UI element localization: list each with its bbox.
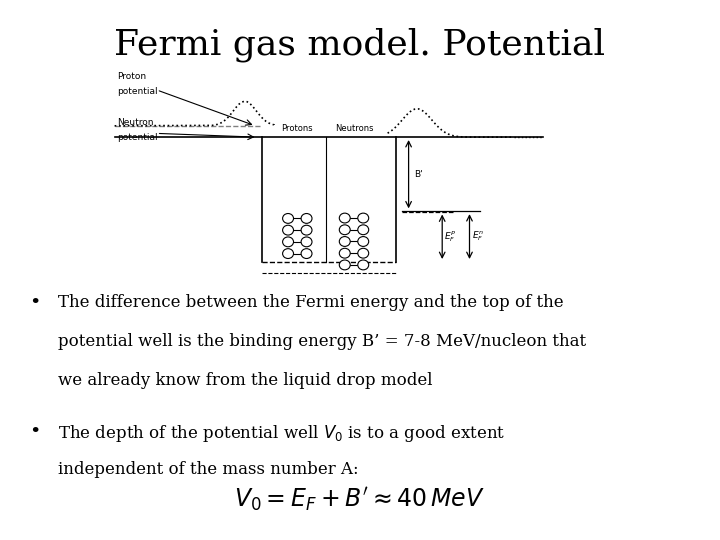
Circle shape xyxy=(358,237,369,246)
Circle shape xyxy=(283,213,294,224)
Circle shape xyxy=(339,225,350,235)
Circle shape xyxy=(339,213,350,223)
Text: The difference between the Fermi energy and the top of the: The difference between the Fermi energy … xyxy=(58,294,563,311)
Text: Neutrons: Neutrons xyxy=(335,124,373,133)
Text: potential: potential xyxy=(117,87,158,96)
Text: potential: potential xyxy=(117,133,158,141)
Circle shape xyxy=(283,225,294,235)
Circle shape xyxy=(339,237,350,246)
Text: $V_0 = E_F + B' \approx 40\,MeV$: $V_0 = E_F + B' \approx 40\,MeV$ xyxy=(235,485,485,513)
Circle shape xyxy=(283,237,294,247)
Circle shape xyxy=(339,260,350,270)
Text: Proton: Proton xyxy=(117,72,146,81)
Text: independent of the mass number A:: independent of the mass number A: xyxy=(58,462,359,478)
Circle shape xyxy=(358,248,369,258)
Circle shape xyxy=(301,237,312,247)
Circle shape xyxy=(358,213,369,223)
Text: •: • xyxy=(29,423,40,441)
Circle shape xyxy=(301,213,312,224)
Circle shape xyxy=(301,248,312,259)
Text: Neutron: Neutron xyxy=(117,118,153,126)
Text: •: • xyxy=(29,294,40,312)
Text: Fermi gas model. Potential: Fermi gas model. Potential xyxy=(114,27,606,62)
Circle shape xyxy=(339,248,350,258)
Circle shape xyxy=(301,225,312,235)
Text: B': B' xyxy=(414,170,422,179)
Text: potential well is the binding energy B’ = 7-8 MeV/nucleon that: potential well is the binding energy B’ … xyxy=(58,333,586,350)
Text: $E_F^n$: $E_F^n$ xyxy=(472,230,485,244)
Circle shape xyxy=(358,225,369,235)
Text: Protons: Protons xyxy=(282,124,313,133)
Text: $E_F^P$: $E_F^P$ xyxy=(444,230,456,244)
Circle shape xyxy=(283,248,294,259)
Text: The depth of the potential well $V_0$ is to a good extent: The depth of the potential well $V_0$ is… xyxy=(58,423,505,443)
Circle shape xyxy=(358,260,369,270)
Text: we already know from the liquid drop model: we already know from the liquid drop mod… xyxy=(58,372,432,389)
